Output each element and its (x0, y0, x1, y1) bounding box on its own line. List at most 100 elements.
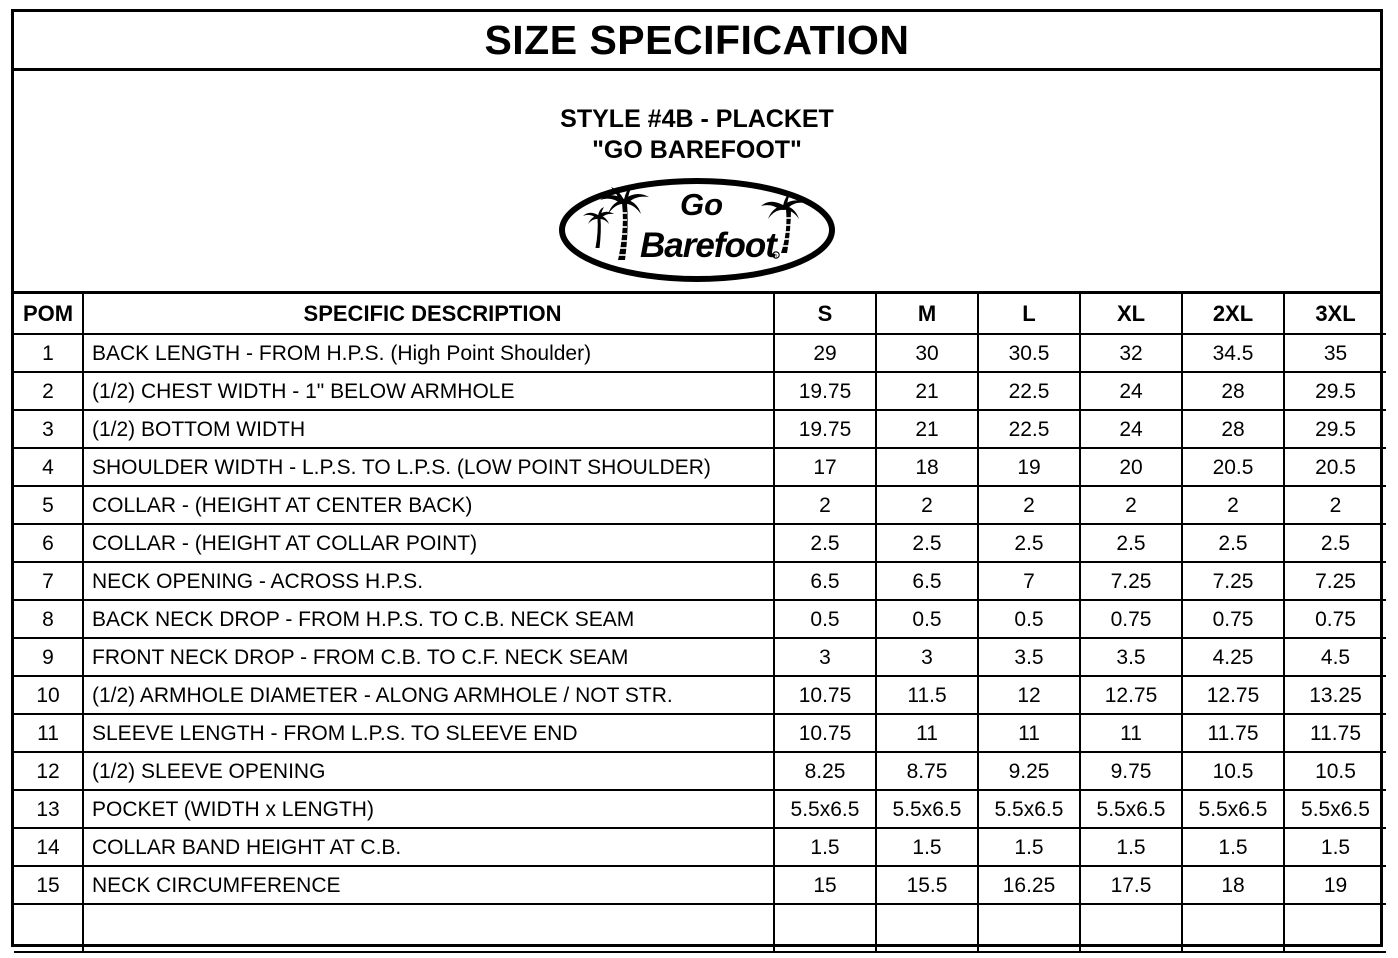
cell-description: COLLAR - (HEIGHT AT CENTER BACK) (82, 485, 775, 525)
cell-measurement-m: 30 (875, 333, 979, 373)
palm-tree-right (761, 192, 806, 253)
cell-measurement-s: 2 (773, 485, 877, 525)
cell-measurement-s: 2.5 (773, 523, 877, 563)
header-size-s: S (773, 294, 877, 335)
cell-measurement-2xl: 18 (1181, 865, 1285, 905)
table-row: 2 (1/2) CHEST WIDTH - 1" BELOW ARMHOLE 19.… (14, 371, 1386, 411)
cell-measurement-xl: 17.5 (1079, 865, 1183, 905)
cell-measurement-l: 7 (977, 561, 1081, 601)
cell-measurement-l: 30.5 (977, 333, 1081, 373)
cell-measurement-3xl: 29.5 (1283, 409, 1386, 449)
cell-pom: 6 (14, 523, 84, 563)
header-pom: POM (14, 294, 84, 335)
cell-measurement-xl (1079, 903, 1183, 953)
cell-measurement-l: 9.25 (977, 751, 1081, 791)
cell-measurement-s: 19.75 (773, 409, 877, 449)
cell-measurement-l: 0.5 (977, 599, 1081, 639)
cell-measurement-2xl: 7.25 (1181, 561, 1285, 601)
table-row: 11 SLEEVE LENGTH - FROM L.P.S. TO SLEEVE … (14, 713, 1386, 753)
table-body: 1 BACK LENGTH - FROM H.P.S. (High Point S… (14, 333, 1386, 953)
cell-measurement-s: 5.5x6.5 (773, 789, 877, 829)
cell-measurement-3xl: 13.25 (1283, 675, 1386, 715)
table-row: 7 NECK OPENING - ACROSS H.P.S. 6.5 6.5 7 7.25… (14, 561, 1386, 601)
cell-measurement-xl: 0.75 (1079, 599, 1183, 639)
table-row: 12 (1/2) SLEEVE OPENING 8.25 8.75 9.25 9.75 10… (14, 751, 1386, 791)
cell-measurement-2xl: 2.5 (1181, 523, 1285, 563)
table-row: 14 COLLAR BAND HEIGHT AT C.B. 1.5 1.5 1.5 1.5… (14, 827, 1386, 867)
palm-tree-small-left (583, 207, 614, 248)
header-row: POM SPECIFIC DESCRIPTION S M L XL 2XL 3X… (14, 294, 1386, 335)
cell-measurement-m: 3 (875, 637, 979, 677)
cell-description: (1/2) ARMHOLE DIAMETER - ALONG ARMHOLE /… (82, 675, 775, 715)
cell-description: SLEEVE LENGTH - FROM L.P.S. TO SLEEVE EN… (82, 713, 775, 753)
cell-measurement-s (773, 903, 877, 953)
cell-measurement-m: 2.5 (875, 523, 979, 563)
cell-description: NECK CIRCUMFERENCE (82, 865, 775, 905)
brand-name-line: "GO BAREFOOT" (592, 135, 802, 164)
cell-measurement-3xl: 29.5 (1283, 371, 1386, 411)
cell-measurement-l: 5.5x6.5 (977, 789, 1081, 829)
size-specification-table: POM SPECIFIC DESCRIPTION S M L XL 2XL 3X… (14, 294, 1386, 953)
cell-measurement-2xl: 11.75 (1181, 713, 1285, 753)
cell-measurement-xl: 24 (1079, 409, 1183, 449)
cell-measurement-2xl: 20.5 (1181, 447, 1285, 487)
cell-measurement-l: 16.25 (977, 865, 1081, 905)
cell-pom: 10 (14, 675, 84, 715)
cell-description: NECK OPENING - ACROSS H.P.S. (82, 561, 775, 601)
cell-measurement-l: 19 (977, 447, 1081, 487)
cell-description: (1/2) SLEEVE OPENING (82, 751, 775, 791)
cell-measurement-s: 6.5 (773, 561, 877, 601)
table-row: 8 BACK NECK DROP - FROM H.P.S. TO C.B. NE… (14, 599, 1386, 639)
table-row: 15 NECK CIRCUMFERENCE 15 15.5 16.25 17.5 18 19 (14, 865, 1386, 905)
cell-measurement-xl: 2 (1079, 485, 1183, 525)
cell-measurement-xl: 7.25 (1079, 561, 1183, 601)
cell-measurement-2xl: 28 (1181, 409, 1285, 449)
cell-measurement-xl: 20 (1079, 447, 1183, 487)
cell-measurement-3xl: 7.25 (1283, 561, 1386, 601)
cell-measurement-3xl: 0.75 (1283, 599, 1386, 639)
cell-measurement-3xl: 20.5 (1283, 447, 1386, 487)
cell-measurement-m (875, 903, 979, 953)
cell-measurement-3xl: 2 (1283, 485, 1386, 525)
cell-pom: 11 (14, 713, 84, 753)
cell-measurement-s: 1.5 (773, 827, 877, 867)
table-row: 3 (1/2) BOTTOM WIDTH 19.75 21 22.5 24 28 29.5 (14, 409, 1386, 449)
cell-measurement-2xl: 2 (1181, 485, 1285, 525)
cell-measurement-3xl: 1.5 (1283, 827, 1386, 867)
cell-pom (14, 903, 84, 953)
cell-measurement-xl: 3.5 (1079, 637, 1183, 677)
cell-measurement-s: 8.25 (773, 751, 877, 791)
title-band: SIZE SPECIFICATION (14, 12, 1380, 71)
cell-measurement-s: 19.75 (773, 371, 877, 411)
cell-measurement-xl: 32 (1079, 333, 1183, 373)
cell-measurement-3xl: 35 (1283, 333, 1386, 373)
cell-measurement-3xl: 11.75 (1283, 713, 1386, 753)
cell-measurement-l (977, 903, 1081, 953)
header-size-m: M (875, 294, 979, 335)
cell-measurement-3xl: 5.5x6.5 (1283, 789, 1386, 829)
cell-pom: 7 (14, 561, 84, 601)
header-size-2xl: 2XL (1181, 294, 1285, 335)
go-barefoot-logo: Go Barefoot R (552, 175, 842, 285)
cell-measurement-l: 2 (977, 485, 1081, 525)
page-title: SIZE SPECIFICATION (484, 16, 910, 63)
cell-pom: 3 (14, 409, 84, 449)
cell-measurement-3xl: 2.5 (1283, 523, 1386, 563)
style-name-line: STYLE #4B - PLACKET (560, 105, 834, 133)
cell-pom: 9 (14, 637, 84, 677)
cell-measurement-m: 11.5 (875, 675, 979, 715)
cell-measurement-m: 2 (875, 485, 979, 525)
cell-measurement-2xl: 5.5x6.5 (1181, 789, 1285, 829)
brand-band: STYLE #4B - PLACKET "GO BAREFOOT" (14, 71, 1380, 294)
cell-measurement-2xl: 0.75 (1181, 599, 1285, 639)
cell-measurement-xl: 12.75 (1079, 675, 1183, 715)
cell-measurement-xl: 2.5 (1079, 523, 1183, 563)
table-header: POM SPECIFIC DESCRIPTION S M L XL 2XL 3X… (14, 294, 1386, 335)
cell-measurement-s: 10.75 (773, 713, 877, 753)
cell-description: POCKET (WIDTH x LENGTH) (82, 789, 775, 829)
header-description: SPECIFIC DESCRIPTION (82, 294, 775, 335)
table-row: 6 COLLAR - (HEIGHT AT COLLAR POINT) 2.5 2.5… (14, 523, 1386, 563)
header-size-3xl: 3XL (1283, 294, 1386, 335)
cell-measurement-m: 0.5 (875, 599, 979, 639)
